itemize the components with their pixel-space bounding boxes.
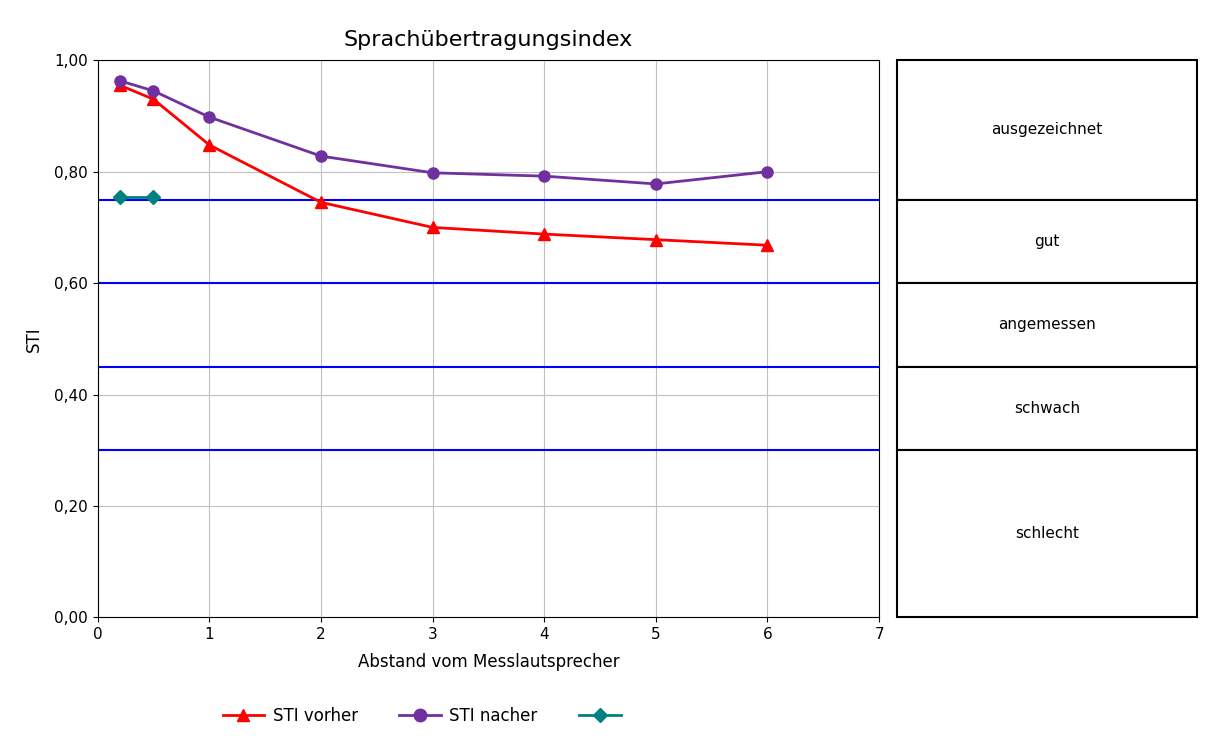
Line: STI vorher: STI vorher <box>115 80 773 251</box>
STI vorher <box>314 198 328 207</box>
Text: schwach: schwach <box>1013 401 1081 416</box>
STI vorher <box>112 81 127 90</box>
Y-axis label: STI: STI <box>24 326 43 352</box>
STI nacher <box>761 167 775 176</box>
Text: gut: gut <box>1034 234 1060 248</box>
Text: schlecht: schlecht <box>1015 526 1079 541</box>
X-axis label: Abstand vom Messlautsprecher: Abstand vom Messlautsprecher <box>358 654 619 671</box>
Line: STI nacher: STI nacher <box>115 75 773 190</box>
Text: angemessen: angemessen <box>998 318 1096 332</box>
STI nacher <box>314 151 328 160</box>
STI vorher <box>201 140 216 149</box>
Legend: STI vorher, STI nacher, : STI vorher, STI nacher, <box>216 700 636 732</box>
STI vorher <box>425 223 440 232</box>
STI vorher <box>147 95 161 104</box>
Title: Sprachübertragungsindex: Sprachübertragungsindex <box>344 30 632 50</box>
STI nacher <box>648 179 663 188</box>
STI nacher <box>425 168 440 177</box>
STI nacher <box>112 76 127 85</box>
STI vorher <box>761 241 775 250</box>
STI vorher <box>537 230 552 239</box>
Text: ausgezeichnet: ausgezeichnet <box>991 123 1103 137</box>
STI nacher <box>201 112 216 121</box>
STI nacher <box>147 87 161 96</box>
STI nacher <box>537 172 552 181</box>
STI vorher <box>648 235 663 244</box>
